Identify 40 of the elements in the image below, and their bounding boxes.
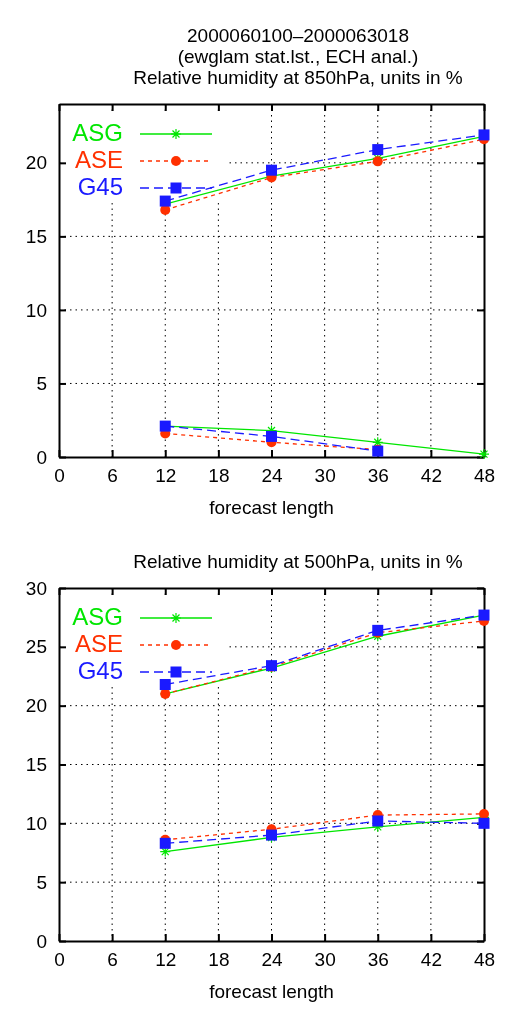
legend-label: ASE bbox=[74, 630, 123, 657]
y-tick-label: 5 bbox=[36, 373, 47, 395]
x-tick-label: 48 bbox=[473, 949, 496, 971]
y-tick-label: 15 bbox=[25, 754, 47, 776]
x-tick-label: 18 bbox=[208, 465, 230, 487]
x-tick-label: 12 bbox=[155, 465, 177, 487]
x-tick-label: 42 bbox=[420, 465, 442, 487]
y-tick-label: 30 bbox=[25, 577, 47, 599]
chart-title: 2000060100–2000063018 (ewglam stat.lst., ECH anal.) Relative humidity at 850hPa, units in % bbox=[133, 25, 463, 88]
x-tick-label: 36 bbox=[367, 465, 389, 487]
x-tick-label: 0 bbox=[54, 465, 65, 487]
x-tick-label: 6 bbox=[107, 949, 118, 971]
y-tick-label: 10 bbox=[25, 299, 47, 321]
y-tick-label: 5 bbox=[36, 871, 47, 893]
y-tick-label: 25 bbox=[25, 636, 47, 658]
legend-label: ASG bbox=[72, 603, 123, 630]
y-tick-label: 0 bbox=[36, 446, 47, 468]
y-tick-label: 20 bbox=[25, 152, 47, 174]
y-tick-label: 20 bbox=[25, 695, 47, 717]
x-tick-label: 12 bbox=[155, 949, 177, 971]
y-tick-label: 10 bbox=[25, 812, 47, 834]
y-tick-label: 0 bbox=[36, 930, 47, 952]
x-tick-label: 24 bbox=[261, 949, 283, 971]
x-tick-label: 18 bbox=[208, 949, 230, 971]
x-tick-label: 48 bbox=[473, 465, 496, 487]
y-tick-label: 15 bbox=[25, 225, 47, 247]
x-tick-label: 42 bbox=[420, 949, 442, 971]
legend-label: G45 bbox=[77, 657, 123, 684]
x-tick-label: 24 bbox=[261, 465, 283, 487]
x-tick-label: 30 bbox=[314, 465, 336, 487]
x-tick-label: 6 bbox=[107, 465, 118, 487]
legend-label: ASE bbox=[74, 146, 123, 173]
chart-title: Relative humidity at 500hPa, units in % bbox=[133, 551, 463, 572]
x-tick-label: 36 bbox=[367, 949, 389, 971]
x-axis-title: forecast length bbox=[209, 981, 334, 1002]
legend-label: ASG bbox=[72, 119, 123, 146]
x-axis-title: forecast length bbox=[209, 497, 334, 518]
x-tick-label: 30 bbox=[314, 949, 336, 971]
x-tick-label: 0 bbox=[54, 949, 65, 971]
legend-label: G45 bbox=[77, 173, 123, 200]
